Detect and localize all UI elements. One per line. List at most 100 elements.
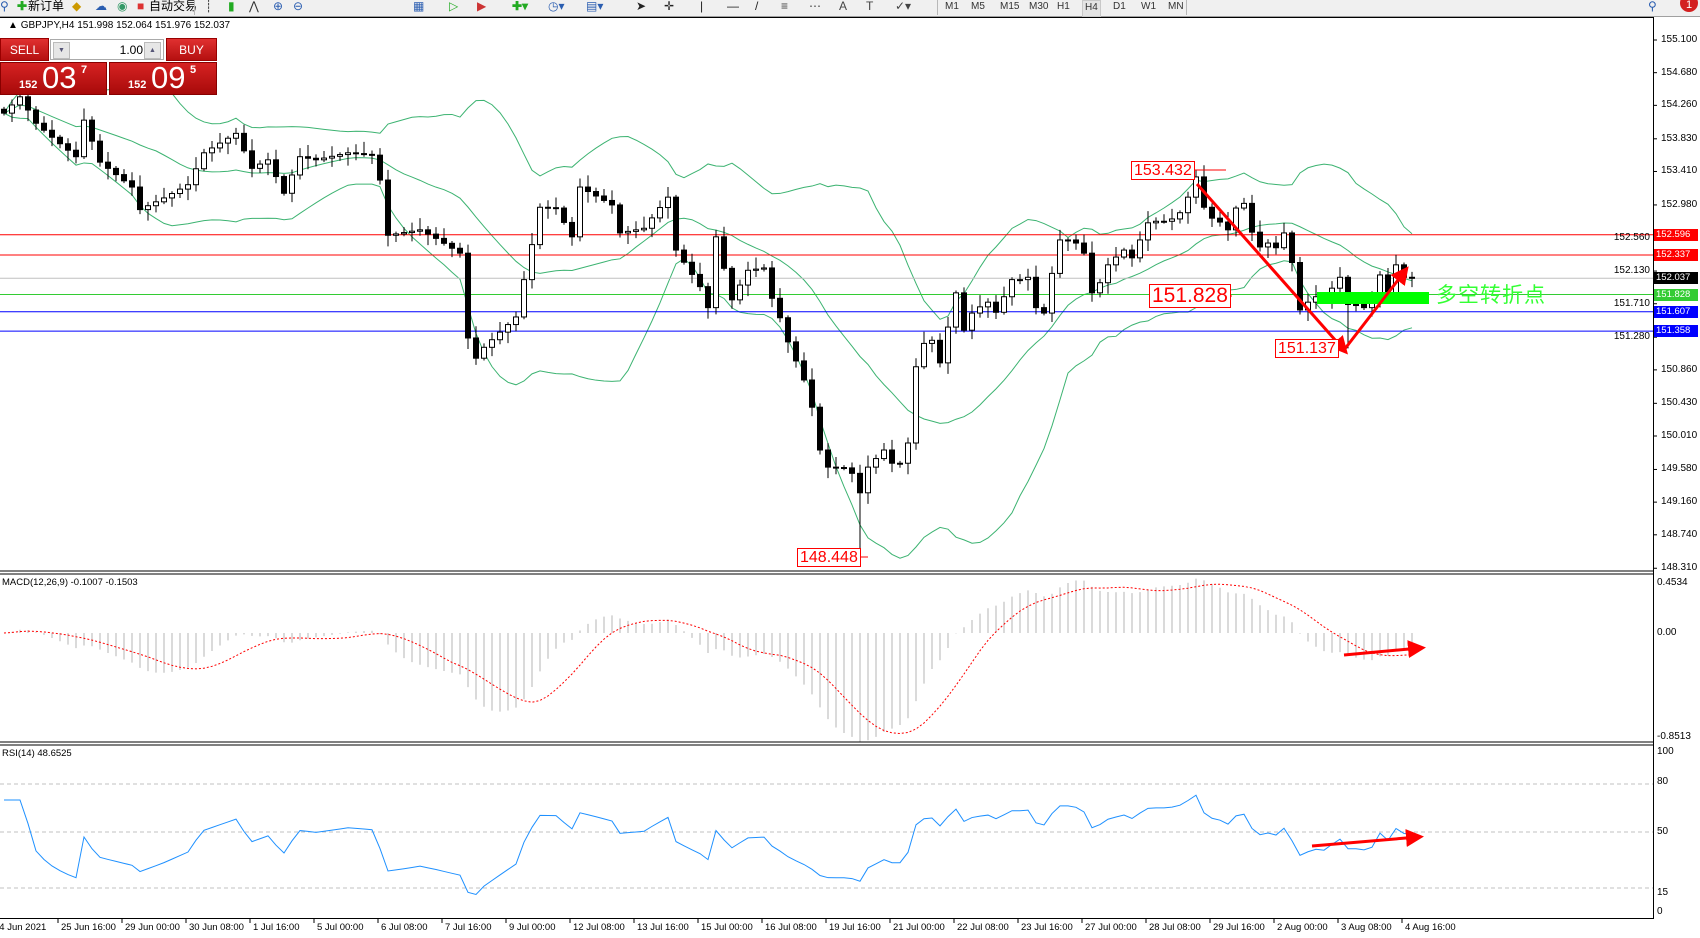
candle-body <box>1289 232 1295 264</box>
buy-price[interactable]: 152 09 5 <box>109 60 217 95</box>
new-order-button[interactable]: 新订单 <box>28 0 65 13</box>
timeframe-h1[interactable]: H1 <box>1057 1 1070 12</box>
candle <box>1049 266 1055 322</box>
periods-clock-icon[interactable]: ◷▾ <box>548 0 565 13</box>
candle <box>81 108 87 160</box>
autotrading-icon[interactable]: ■ <box>137 0 145 13</box>
vertical-line-icon[interactable]: | <box>700 0 704 13</box>
candle <box>225 135 231 155</box>
notification-badge[interactable]: 1 <box>1680 0 1698 12</box>
candle-body <box>361 153 367 156</box>
zoom-out-icon[interactable]: ⊖ <box>293 0 304 13</box>
candle <box>1249 194 1255 242</box>
candle <box>849 462 855 483</box>
candle-body <box>161 197 167 203</box>
timeframe-d1[interactable]: D1 <box>1113 1 1126 12</box>
cursor-icon[interactable]: ➤ <box>636 0 647 13</box>
time-axis-label: 29 Jun 00:00 <box>125 922 180 933</box>
cloud-icon[interactable]: ☁ <box>95 0 107 13</box>
fibonacci-icon[interactable]: ⋯ <box>809 0 821 13</box>
candle <box>953 290 959 334</box>
candle-body <box>505 324 511 333</box>
candlestick-icon[interactable]: ▮ <box>228 0 235 13</box>
candle-body <box>705 286 711 309</box>
bollinger-middle-band <box>3 104 1413 424</box>
candle-body <box>465 252 471 339</box>
pivot-zone <box>1317 292 1429 304</box>
new-order-icon[interactable]: ✚ <box>17 0 28 13</box>
candle <box>1153 217 1159 230</box>
candle <box>809 368 815 417</box>
equidistant-channel-icon[interactable]: ≡ <box>781 0 789 13</box>
candle-body <box>993 301 999 313</box>
lot-increase-button[interactable]: ▲ <box>144 42 161 59</box>
horizontal-line-icon[interactable]: — <box>727 0 739 13</box>
time-axis-label: 23 Jul 16:00 <box>1021 922 1073 933</box>
candle <box>241 124 247 154</box>
candle <box>921 331 927 370</box>
candle <box>137 175 143 215</box>
timeframe-m30[interactable]: M30 <box>1029 1 1049 12</box>
candle <box>1265 239 1271 258</box>
lot-size-input[interactable] <box>69 41 145 59</box>
gold-icon[interactable]: ◆ <box>72 0 82 13</box>
timeframe-w1[interactable]: W1 <box>1141 1 1156 12</box>
zoom-in-icon[interactable]: ⊕ <box>273 0 284 13</box>
candle <box>1137 231 1143 263</box>
text-label-icon[interactable]: T <box>866 0 874 13</box>
time-axis-label: 13 Jul 16:00 <box>637 922 689 933</box>
tile-windows-icon[interactable]: ▦ <box>413 0 425 13</box>
candle <box>977 295 983 318</box>
candle <box>737 279 743 305</box>
candle-body <box>1337 276 1343 289</box>
candle <box>1105 257 1111 294</box>
buy-price-big: 09 <box>151 60 186 95</box>
search-icon[interactable]: ⚲ <box>0 0 9 13</box>
timeframe-mn[interactable]: MN <box>1168 1 1184 12</box>
lot-decrease-button[interactable]: ▼ <box>53 42 70 59</box>
line-chart-icon[interactable]: ⋀ <box>249 0 259 13</box>
candle-body <box>353 152 359 155</box>
candle-body <box>1241 202 1247 209</box>
time-axis-label: 12 Jul 08:00 <box>573 922 625 933</box>
autoscroll-icon[interactable]: ▷ <box>449 0 459 13</box>
macd-zero-label: 0.00 <box>1657 627 1677 638</box>
price-axis-tick: 151.710 <box>1613 297 1650 309</box>
candle <box>89 116 95 151</box>
candle-body <box>553 207 559 210</box>
sell-price[interactable]: 152 03 7 <box>0 60 107 95</box>
text-icon[interactable]: A <box>839 0 848 13</box>
signal-icon[interactable]: ◉ <box>117 0 128 13</box>
timeframe-m15[interactable]: M15 <box>1000 1 1020 12</box>
timeframe-m5[interactable]: M5 <box>971 1 985 12</box>
candle-body <box>841 467 847 470</box>
trendline-icon[interactable]: / <box>755 0 759 13</box>
candle <box>1097 278 1103 298</box>
timeframe-m1[interactable]: M1 <box>945 1 959 12</box>
candle <box>593 187 599 203</box>
chart-shift-icon[interactable]: ▶ <box>477 0 487 13</box>
candle <box>313 154 319 167</box>
search-icon[interactable]: ⚲ <box>1648 0 1657 13</box>
candle <box>177 183 183 199</box>
candle <box>57 134 63 149</box>
arrows-icon[interactable]: ✓▾ <box>895 0 912 13</box>
candle-body <box>1177 212 1183 220</box>
candle <box>529 232 535 289</box>
candle-body <box>513 316 519 326</box>
bar-chart-icon[interactable]: ┊ <box>205 0 213 13</box>
buy-button[interactable]: BUY <box>166 38 217 61</box>
crosshair-icon[interactable]: ✛ <box>664 0 675 13</box>
candle-body <box>1105 264 1111 284</box>
templates-icon[interactable]: ▤▾ <box>586 0 604 13</box>
sell-button[interactable]: SELL <box>0 38 49 61</box>
timeframe-h4[interactable]: H4 <box>1082 0 1101 17</box>
candle <box>145 201 151 221</box>
pivot-note: 多空转折点 <box>1436 283 1546 307</box>
candle <box>153 194 159 213</box>
candle-body <box>409 230 415 234</box>
autotrading-button[interactable]: 自动交易 <box>149 0 198 13</box>
level-price-label: 152.596 <box>1654 228 1698 241</box>
indicators-icon[interactable]: ✚▾ <box>512 0 529 13</box>
